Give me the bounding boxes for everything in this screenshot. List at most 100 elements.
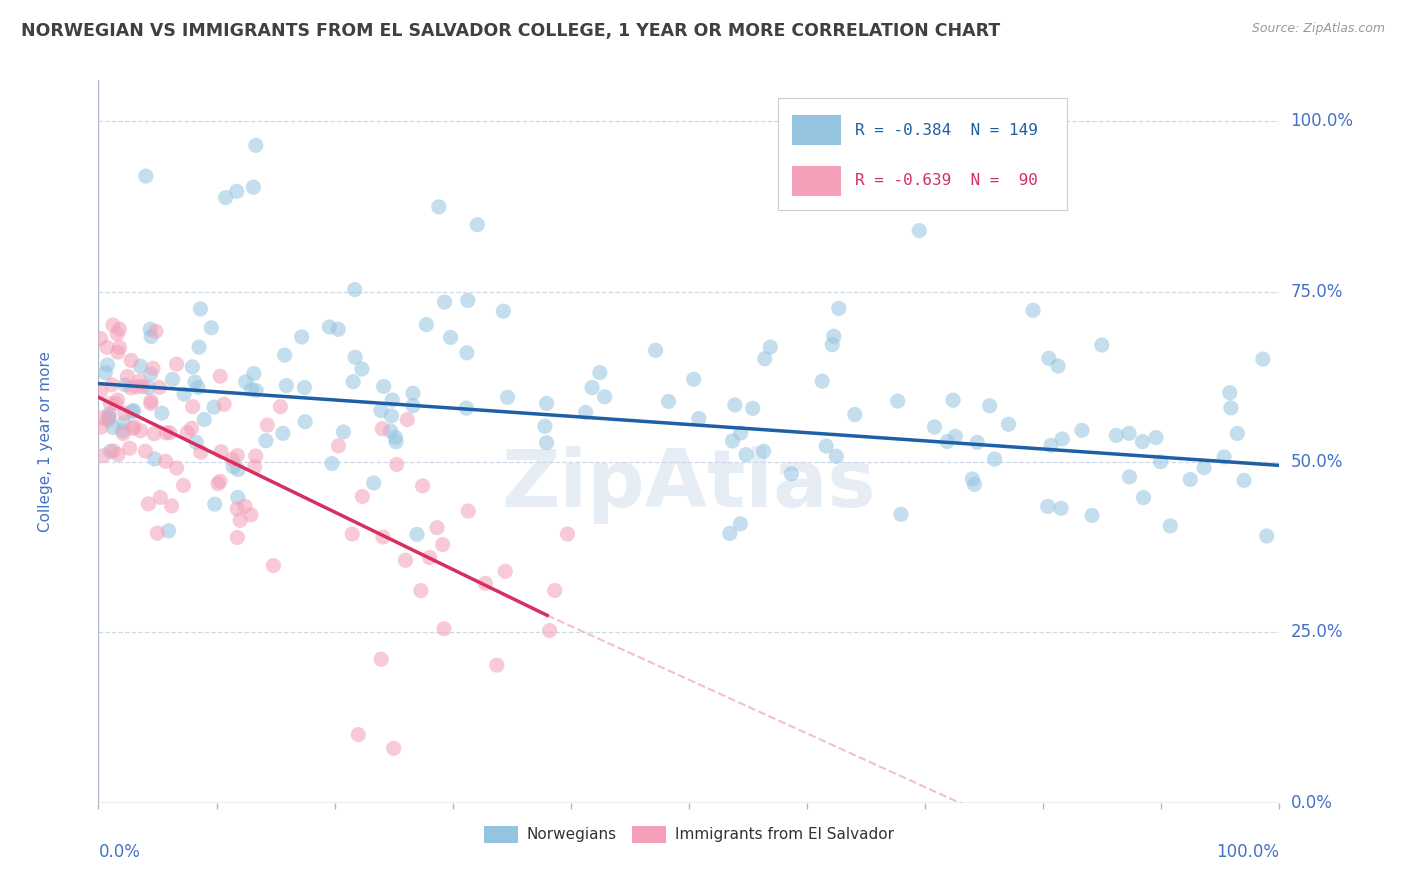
Point xyxy=(269,400,291,414)
Point xyxy=(112,416,135,430)
Point xyxy=(114,377,136,392)
Text: R = -0.384  N = 149: R = -0.384 N = 149 xyxy=(855,122,1039,137)
Point xyxy=(373,379,395,393)
Point xyxy=(273,348,295,362)
Text: College, 1 year or more: College, 1 year or more xyxy=(38,351,53,532)
Point xyxy=(157,524,180,538)
Point xyxy=(657,394,679,409)
Point xyxy=(187,380,209,394)
Point xyxy=(100,397,122,411)
Point xyxy=(142,361,165,376)
Point xyxy=(138,497,160,511)
Point xyxy=(150,406,173,420)
Point xyxy=(936,434,959,449)
Point xyxy=(212,397,235,411)
Point xyxy=(108,340,131,354)
Point xyxy=(148,380,170,394)
Point xyxy=(344,351,367,365)
Point xyxy=(544,583,567,598)
Point xyxy=(149,491,172,505)
Point xyxy=(162,372,184,386)
Point xyxy=(1256,529,1278,543)
Point xyxy=(844,408,866,422)
Point xyxy=(138,380,160,394)
Point xyxy=(828,301,851,316)
Point xyxy=(328,322,350,336)
Point xyxy=(120,381,142,395)
Point xyxy=(492,304,515,318)
Point xyxy=(593,390,616,404)
Point xyxy=(1226,426,1249,441)
FancyBboxPatch shape xyxy=(792,166,841,196)
Point xyxy=(91,410,114,425)
Point xyxy=(1180,472,1202,486)
Point xyxy=(139,367,162,381)
Point xyxy=(180,421,202,435)
Point xyxy=(96,358,118,372)
Point xyxy=(457,293,479,308)
Point xyxy=(233,500,256,514)
Point xyxy=(101,377,124,392)
Point xyxy=(166,357,188,371)
Point xyxy=(209,444,232,458)
Point xyxy=(135,169,157,183)
Point xyxy=(741,401,763,416)
Point xyxy=(412,479,434,493)
Point xyxy=(143,451,166,466)
Point xyxy=(122,403,145,417)
Point xyxy=(97,413,120,427)
Point xyxy=(730,516,752,531)
Point xyxy=(721,434,744,448)
Point xyxy=(200,320,222,334)
Point xyxy=(456,346,478,360)
Point xyxy=(467,218,489,232)
Point xyxy=(735,448,758,462)
Point xyxy=(1219,401,1241,415)
Point xyxy=(575,405,598,419)
Point xyxy=(1192,460,1215,475)
Point xyxy=(780,467,803,481)
FancyBboxPatch shape xyxy=(778,98,1067,211)
Point xyxy=(104,396,127,410)
Point xyxy=(221,452,243,467)
Point xyxy=(823,329,845,343)
Point xyxy=(172,478,194,492)
Point xyxy=(107,448,129,462)
Point xyxy=(340,527,363,541)
Point xyxy=(342,375,364,389)
Point xyxy=(245,384,267,398)
Point xyxy=(120,353,142,368)
Point xyxy=(235,375,257,389)
Point xyxy=(1050,501,1073,516)
Point xyxy=(294,380,316,394)
Point xyxy=(384,430,406,444)
Point xyxy=(229,513,252,527)
Text: R = -0.639  N =  90: R = -0.639 N = 90 xyxy=(855,173,1039,188)
Point xyxy=(181,359,204,374)
Point xyxy=(496,390,519,404)
Point xyxy=(494,565,516,579)
Point xyxy=(245,449,267,463)
Point xyxy=(291,330,314,344)
Point xyxy=(90,420,112,434)
Point xyxy=(90,384,112,399)
Point xyxy=(427,200,450,214)
Point xyxy=(825,450,848,464)
Point xyxy=(433,622,456,636)
Point xyxy=(385,458,408,472)
Point xyxy=(111,424,134,438)
Point xyxy=(122,421,145,435)
Point xyxy=(114,406,136,420)
Point xyxy=(122,419,145,434)
Point xyxy=(128,374,150,388)
Point xyxy=(1144,430,1167,444)
Point xyxy=(943,429,966,443)
Point xyxy=(1159,519,1181,533)
Point xyxy=(1118,426,1140,441)
Point xyxy=(166,461,188,475)
Point xyxy=(456,401,478,416)
Text: 25.0%: 25.0% xyxy=(1291,624,1343,641)
Point xyxy=(385,434,408,449)
Point xyxy=(1038,351,1060,366)
Point xyxy=(96,340,118,354)
